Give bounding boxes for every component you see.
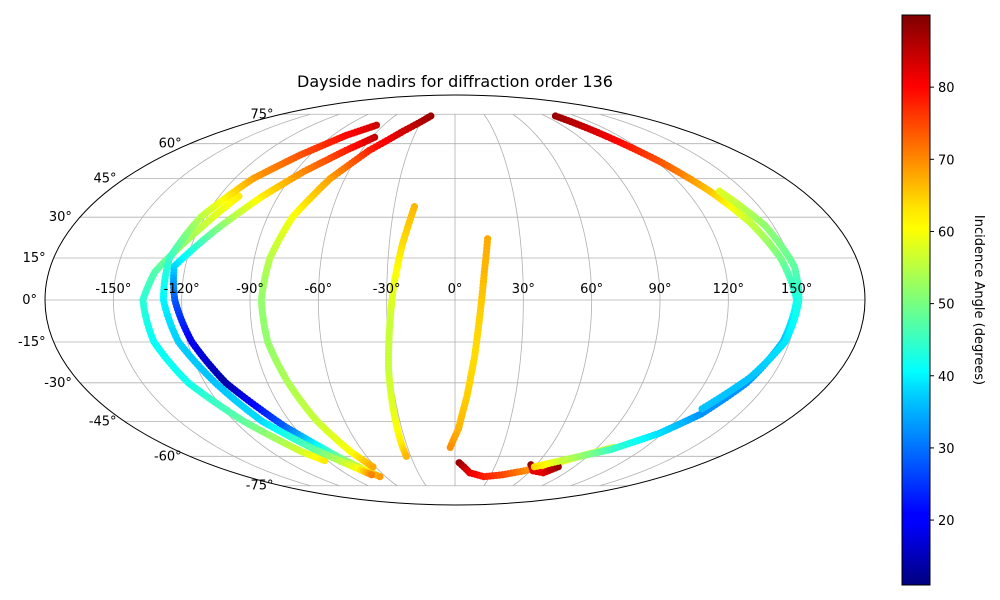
graticule (45, 113, 865, 487)
lat-tick-label: -45° (89, 414, 117, 429)
lat-tick-label: 0° (22, 293, 37, 308)
latitude-tick-labels: 75° 60° 45° 30° 15° 0° -15° -30° -45° -60° -75° (18, 107, 274, 493)
colorbar-tick-label: 40 (938, 370, 955, 385)
scatter-point (376, 473, 384, 481)
grid-meridian (512, 113, 593, 487)
scatter-point (321, 456, 329, 465)
lat-tick-label: -60° (154, 449, 182, 464)
colorbar (901, 14, 931, 586)
colorbar-ticks: 20 30 40 50 60 70 80 (930, 81, 955, 529)
lon-tick-label: -120° (164, 282, 200, 297)
colorbar-tick-label: 60 (938, 225, 955, 240)
lat-tick-label: 30° (49, 210, 72, 225)
longitude-tick-labels: -150° -120° -90° -60° -30° 0° 30° 60° 90° 120° 150… (95, 282, 812, 297)
scatter-point (446, 443, 454, 452)
grid-meridian (483, 114, 524, 486)
lon-tick-label: 60° (580, 282, 603, 297)
scatter-point (698, 405, 706, 413)
colorbar-tick-label: 20 (938, 514, 955, 529)
lat-tick-label: -30° (44, 376, 72, 391)
lat-tick-label: 15° (23, 251, 46, 266)
scatter-point (369, 463, 377, 471)
lat-tick-label: 60° (159, 137, 182, 152)
colorbar-label: Incidence Angle (degrees) (971, 215, 986, 385)
lon-tick-label: -150° (95, 282, 131, 297)
map-boundary (44, 94, 866, 506)
scatter-point (530, 463, 539, 471)
chart-title: Dayside nadirs for diffraction order 136 (297, 72, 613, 91)
lat-tick-label: 75° (250, 107, 273, 122)
lon-tick-label: -90° (236, 282, 264, 297)
colorbar-tick-label: 50 (938, 298, 955, 313)
grid-meridian (181, 113, 340, 487)
lon-tick-label: 150° (781, 282, 812, 297)
scatter-point (368, 471, 376, 479)
lon-tick-label: -60° (304, 282, 332, 297)
grid-meridian (386, 114, 427, 486)
data-points (139, 112, 803, 481)
lat-tick-label: -75° (246, 479, 274, 494)
lon-tick-label: 90° (648, 282, 671, 297)
colorbar-tick-label: 80 (938, 81, 955, 96)
lat-tick-label: 45° (94, 172, 117, 187)
colorbar-tick-label: 30 (938, 442, 955, 457)
grid-meridian (541, 113, 661, 487)
grid-meridian (112, 113, 311, 487)
lat-tick-label: -15° (18, 335, 46, 350)
lon-tick-label: 120° (713, 282, 744, 297)
scatter-point (402, 452, 410, 460)
lon-tick-label: 30° (512, 282, 535, 297)
lon-tick-label: -30° (373, 282, 401, 297)
colorbar-tick-label: 70 (938, 153, 955, 168)
lon-tick-label: 0° (448, 282, 463, 297)
